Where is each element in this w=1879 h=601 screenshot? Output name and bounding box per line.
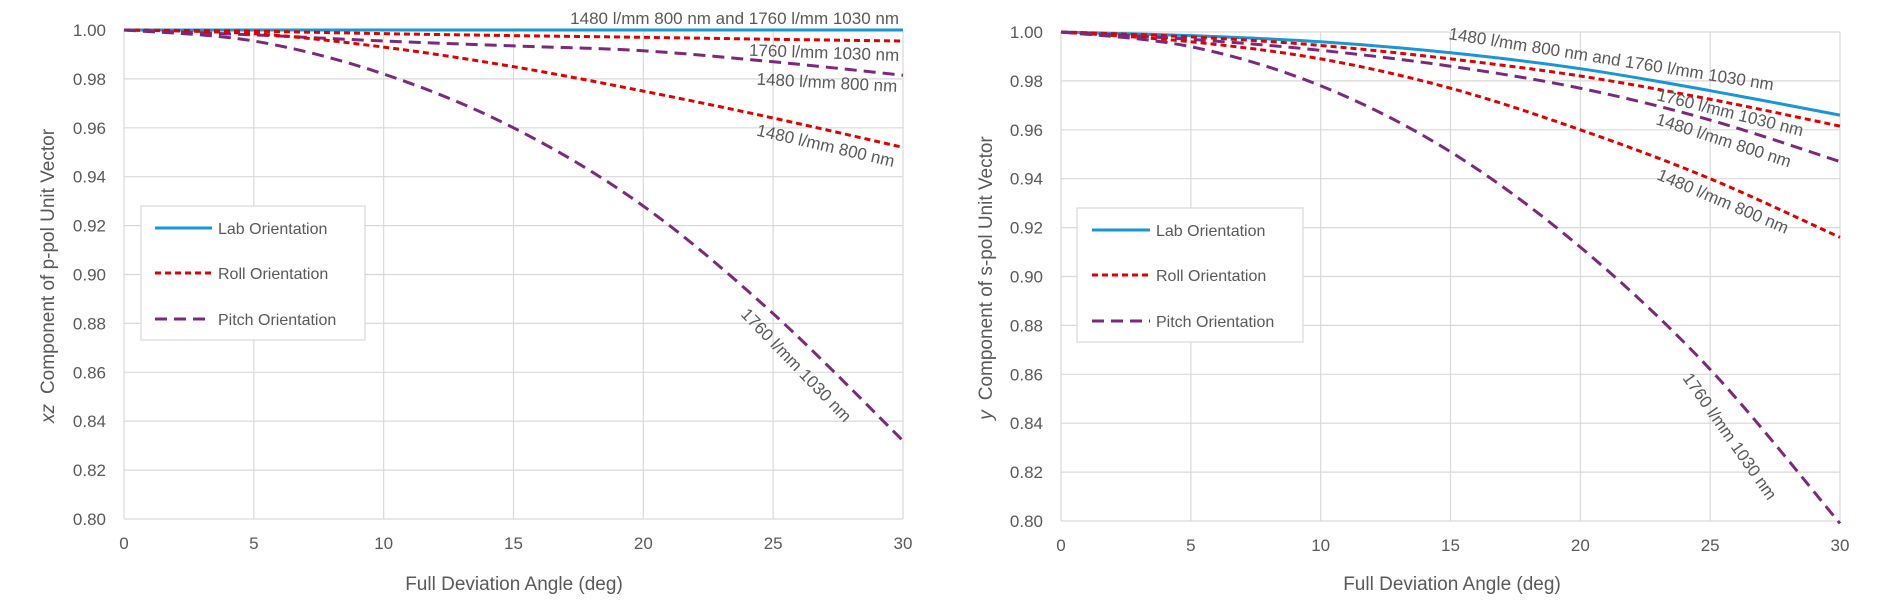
y-axis-title: y Component of s-pol Unit Vector: [976, 136, 997, 422]
series-line-roll-orientation-3: [123, 28, 904, 149]
series-line-roll-orientation-1: [1060, 30, 1841, 128]
series-line-lab-orientation-0: [1060, 30, 1841, 117]
x-tick-label: 0: [1056, 536, 1065, 555]
legend-label-roll: Roll Orientation: [1156, 268, 1266, 285]
y-tick-label: 0.84: [1010, 414, 1043, 433]
series-line-pitch-orientation-2: [123, 28, 904, 77]
y-tick-label: 0.98: [73, 70, 106, 89]
legend-label-roll: Roll Orientation: [218, 266, 328, 283]
x-tick-label: 5: [249, 534, 258, 553]
y-axis-title: xz Component of p-pol Unit Vector: [38, 128, 59, 424]
x-tick-label: 30: [894, 534, 913, 553]
y-axis-title-rest: Component of p-pol Unit Vector: [38, 128, 59, 394]
curve-label-pitch-1760: 1760 l/mm 1030 nm: [737, 305, 855, 426]
y-tick-label: 0.82: [1010, 463, 1043, 482]
x-tick-label: 5: [1186, 536, 1195, 555]
x-tick-label: 15: [504, 534, 523, 553]
x-axis-title: Full Deviation Angle (deg): [405, 574, 623, 595]
y-tick-label: 0.86: [1010, 365, 1043, 384]
y-axis-title-rest: Component of s-pol Unit Vector: [976, 136, 997, 401]
y-tick-label: 0.92: [1010, 219, 1043, 238]
y-tick-label: 1.00: [73, 21, 106, 40]
chart-left: 0.80 0.82 0.84 0.86 0.88 0.90 0.92 0.94 0.96 0.98…: [38, 9, 912, 595]
y-tick-label: 0.96: [73, 119, 106, 138]
x-tick-label: 25: [1701, 536, 1720, 555]
x-tick-label: 20: [1571, 536, 1590, 555]
y-tick-label: 0.92: [73, 217, 106, 236]
y-tick-label: 0.88: [1010, 316, 1043, 335]
y-tick-label: 0.84: [73, 412, 106, 431]
series-lines: [1060, 30, 1842, 525]
series-line-pitch-orientation-4: [123, 28, 905, 442]
x-tick-label: 30: [1831, 536, 1850, 555]
y-axis-title-var: xz: [38, 404, 59, 425]
series-line-pitch-orientation-2: [1060, 30, 1841, 164]
tick-labels: 0.80 0.82 0.84 0.86 0.88 0.90 0.92 0.94 0.96 0.98…: [73, 21, 913, 553]
x-tick-label: 10: [1311, 536, 1330, 555]
legend-label-pitch: Pitch Orientation: [1156, 314, 1274, 331]
y-axis-title-var: y: [976, 409, 997, 422]
y-tick-label: 0.86: [73, 363, 106, 382]
x-axis-title: Full Deviation Angle (deg): [1343, 574, 1561, 595]
legend-label-lab: Lab Orientation: [218, 221, 327, 238]
x-tick-label: 20: [634, 534, 653, 553]
legend: Lab Orientation Roll Orientation Pitch O…: [140, 205, 366, 341]
y-tick-label: 0.80: [73, 510, 106, 529]
y-tick-label: 0.82: [73, 461, 106, 480]
x-tick-label: 25: [764, 534, 783, 553]
curve-label-lab: 1480 l/mm 800 nm and 1760 l/mm 1030 nm: [570, 9, 899, 28]
legend: Lab Orientation Roll Orientation Pitch O…: [1076, 207, 1304, 343]
y-tick-label: 0.94: [1010, 170, 1043, 189]
curve-label-roll-1480: 1480 l/mm 800 nm: [1654, 165, 1791, 238]
series-lines: [123, 28, 905, 442]
legend-label-lab: Lab Orientation: [1156, 223, 1265, 240]
legend-label-pitch: Pitch Orientation: [218, 312, 336, 329]
y-tick-label: 0.88: [73, 314, 106, 333]
chart-right: 0.80 0.82 0.84 0.86 0.88 0.90 0.92 0.94 0.96 0.98…: [976, 23, 1849, 595]
x-tick-label: 10: [374, 534, 393, 553]
series-line-pitch-orientation-4: [1060, 30, 1842, 525]
y-tick-label: 0.90: [1010, 268, 1043, 287]
y-tick-label: 0.80: [1010, 512, 1043, 531]
y-tick-label: 0.94: [73, 168, 106, 187]
tick-labels: 0.80 0.82 0.84 0.86 0.88 0.90 0.92 0.94 0.96 0.98…: [1010, 23, 1850, 555]
y-tick-label: 1.00: [1010, 23, 1043, 42]
y-tick-label: 0.90: [73, 266, 106, 285]
curve-label-pitch-1480: 1480 l/mm 800 nm: [756, 70, 898, 96]
x-tick-label: 15: [1441, 536, 1460, 555]
x-tick-label: 0: [119, 534, 128, 553]
y-tick-label: 0.98: [1010, 72, 1043, 91]
y-tick-label: 0.96: [1010, 121, 1043, 140]
series-line-roll-orientation-3: [1060, 30, 1841, 239]
